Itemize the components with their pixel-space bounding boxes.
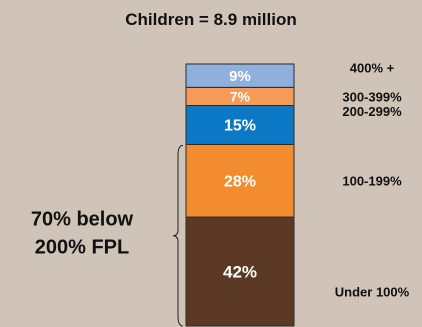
segment-value-label: 15% [224,118,256,135]
bar-segment-400 [185,63,295,88]
bar-segments [185,63,295,327]
segment-labels: 42% 28% 15% 7% 9% [223,68,257,282]
category-label: 200-299% [342,104,402,119]
annotation-line-2: 200% FPL [35,237,129,259]
category-label: Under 100% [335,285,410,300]
segment-value-label: 7% [230,88,251,104]
chart-title: Children = 8.9 million [125,10,297,29]
segment-value-label: 28% [224,173,256,190]
segment-value-label: 42% [223,263,257,282]
category-label: 400% + [350,61,395,76]
annotation-line-1: 70% below [31,209,134,231]
bar-segment-100-199 [185,143,295,218]
category-labels: Under 100% 100-199% 200-299%300-399% 400% + [335,61,410,300]
curly-brace [172,144,184,327]
segment-value-label: 9% [229,68,251,85]
category-label: 100-199% [342,174,402,189]
bar-segment-under-100 [185,216,295,327]
bar-segment-200-299 [185,105,295,145]
category-label: 300-399% [342,89,402,104]
